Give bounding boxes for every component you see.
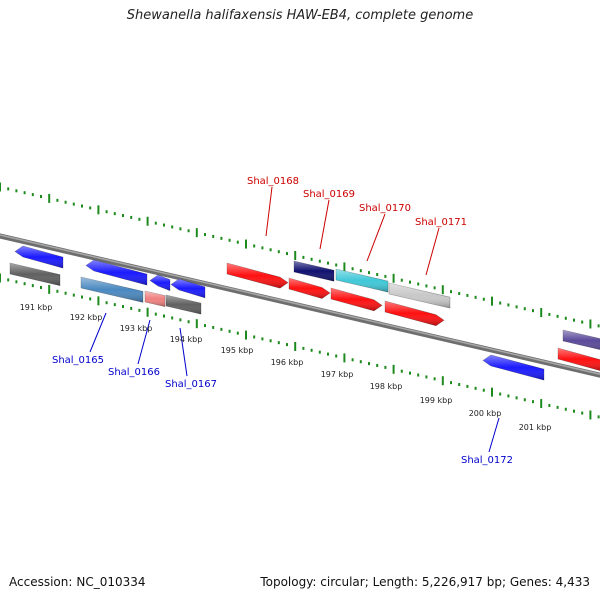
kbp-label: 195 kbp bbox=[221, 346, 254, 355]
gene-label-leader bbox=[425, 227, 440, 276]
gene-label-shal_0165[interactable]: Shal_0165 bbox=[52, 355, 104, 366]
gene-arrow-shading bbox=[289, 278, 330, 299]
gene-feature[interactable] bbox=[384, 300, 445, 327]
kbp-labels: 191 kbp 192 kbp 193 kbp 194 kbp 195 kbp 196 k… bbox=[20, 303, 552, 432]
gene-arrow-shading bbox=[389, 283, 450, 309]
kbp-label: 197 kbp bbox=[321, 370, 354, 379]
gene-arrow-shading bbox=[563, 330, 600, 350]
gene-feature[interactable] bbox=[14, 245, 64, 269]
accession-info: Accession: NC_010334 bbox=[9, 575, 146, 589]
gene-arrow-shading bbox=[86, 260, 147, 286]
kbp-label: 191 kbp bbox=[20, 303, 53, 312]
gene-arrow-shading bbox=[331, 288, 382, 311]
gene-feature[interactable] bbox=[482, 354, 545, 381]
gene-arrow-shading bbox=[81, 277, 143, 303]
gene-feature[interactable] bbox=[144, 290, 166, 308]
kbp-label: 199 kbp bbox=[420, 396, 453, 405]
kbp-label: 194 kbp bbox=[170, 335, 203, 344]
gene-feature[interactable] bbox=[288, 277, 331, 299]
gene-label-leader bbox=[366, 213, 386, 262]
genome-summary: Topology: circular; Length: 5,226,917 bp… bbox=[260, 575, 590, 589]
gene-label-shal_0168[interactable]: Shal_0168 bbox=[247, 176, 299, 187]
accession-value: NC_010334 bbox=[76, 575, 146, 589]
kbp-label: 192 kbp bbox=[70, 313, 103, 322]
gene-feature[interactable] bbox=[293, 260, 335, 282]
gene-feature[interactable] bbox=[165, 294, 202, 315]
gene-arrow-shading bbox=[227, 263, 288, 289]
gene-label-shal_0171[interactable]: Shal_0171 bbox=[415, 217, 467, 228]
gene-arrow-shading bbox=[294, 261, 334, 282]
gene-feature[interactable] bbox=[80, 276, 144, 303]
gene-label-shal_0167[interactable]: Shal_0167 bbox=[165, 379, 217, 390]
gene-label-shal_0172[interactable]: Shal_0172 bbox=[461, 455, 513, 466]
topology-value: circular bbox=[320, 575, 365, 589]
gene-feature[interactable] bbox=[9, 262, 61, 286]
label-leader-lines bbox=[89, 186, 500, 453]
gene-feature[interactable] bbox=[170, 278, 206, 299]
gene-feature[interactable] bbox=[562, 329, 600, 351]
gene-arrow-shading bbox=[385, 301, 444, 326]
length-value: 5,226,917 bp bbox=[421, 575, 502, 589]
gene-arrow-shading bbox=[145, 291, 165, 307]
kbp-label: 198 kbp bbox=[370, 382, 403, 391]
gene-label-shal_0169[interactable]: Shal_0169 bbox=[303, 189, 355, 200]
gene-arrow-shading bbox=[558, 348, 600, 371]
gene-feature[interactable] bbox=[330, 287, 383, 312]
gene-arrow-shading bbox=[166, 295, 201, 315]
kbp-label: 193 kbp bbox=[120, 324, 153, 333]
gene-label-shal_0170[interactable]: Shal_0170 bbox=[359, 203, 411, 214]
gene-arrow-shading bbox=[483, 355, 544, 381]
gene-arrow-shading bbox=[150, 275, 170, 291]
gene-label-shal_0166[interactable]: Shal_0166 bbox=[108, 367, 160, 378]
kbp-label: 201 kbp bbox=[519, 423, 552, 432]
map-title: Shewanella halifaxensis HAW-EB4, complet… bbox=[126, 8, 474, 23]
backbone-line bbox=[0, 233, 600, 378]
gene-feature[interactable] bbox=[226, 262, 289, 289]
genes-value: 4,433 bbox=[555, 575, 590, 589]
gene-labels: Shal_0165 Shal_0166 Shal_0167 Shal_0168 Shal… bbox=[52, 176, 513, 466]
genome-backbone bbox=[0, 233, 600, 378]
gene-feature[interactable] bbox=[557, 347, 600, 371]
gene-label-leader bbox=[265, 186, 273, 237]
gene-arrow-shading bbox=[171, 279, 205, 298]
gene-label-leader bbox=[137, 319, 151, 365]
kbp-label: 196 kbp bbox=[271, 358, 304, 367]
kbp-label: 200 kbp bbox=[469, 409, 502, 418]
gene-feature[interactable] bbox=[85, 259, 148, 286]
inner-tick-track bbox=[0, 273, 600, 420]
gene-arrow-shading bbox=[336, 269, 388, 293]
outer-tick-track bbox=[0, 182, 600, 329]
gene-label-leader bbox=[89, 312, 107, 353]
gene-features bbox=[9, 245, 600, 381]
gene-feature[interactable] bbox=[335, 268, 389, 293]
gene-arrow-shading bbox=[15, 246, 63, 269]
gene-label-leader bbox=[179, 327, 188, 377]
gene-label-leader bbox=[319, 199, 330, 250]
gene-label-leader bbox=[488, 417, 500, 453]
gene-feature[interactable] bbox=[388, 282, 451, 309]
gene-feature[interactable] bbox=[149, 274, 171, 292]
backbone-highlight bbox=[0, 234, 600, 375]
gene-arrow-shading bbox=[10, 263, 60, 286]
